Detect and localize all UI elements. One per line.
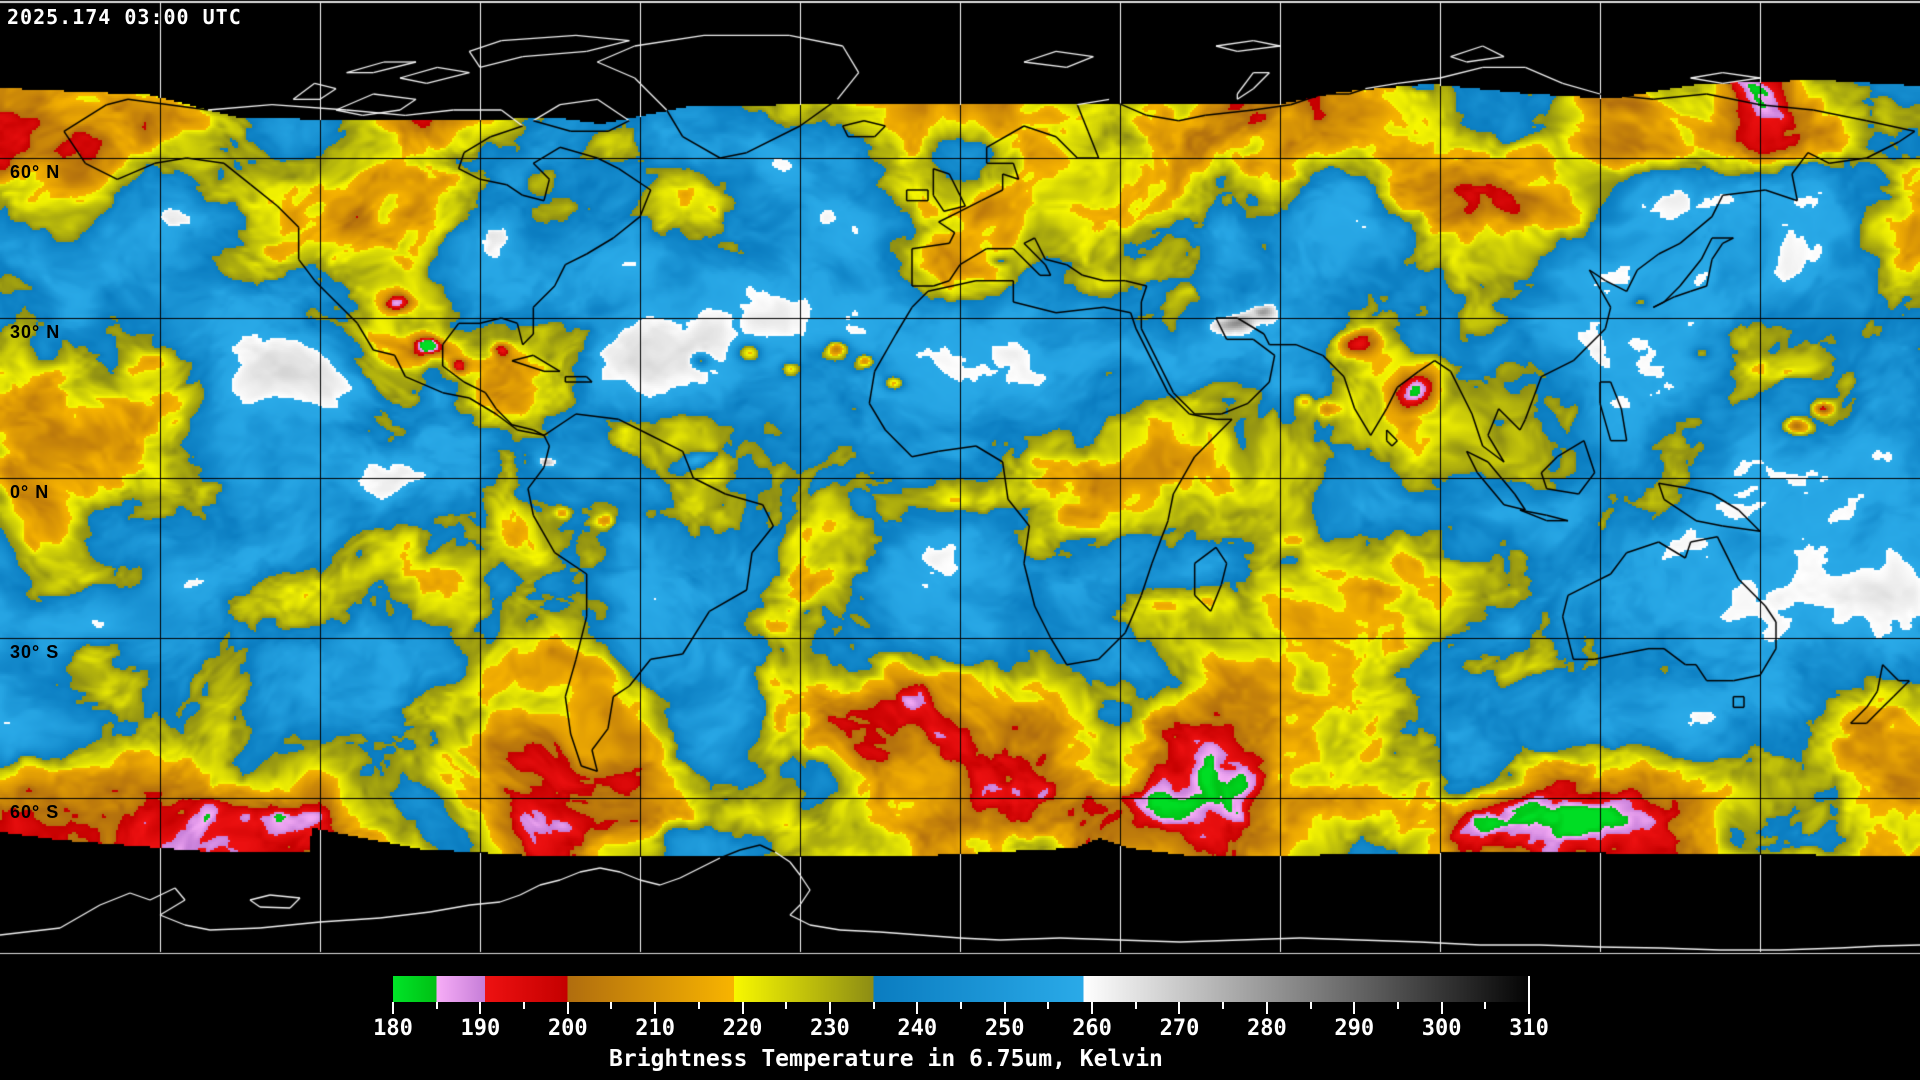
latitude-label: 30° N [10, 322, 61, 342]
colorbar-tick [828, 1002, 831, 1014]
colorbar-minor-tick [1134, 1002, 1137, 1009]
colorbar-tick-label: 260 [1072, 1016, 1112, 1041]
colorbar-minor-tick [1309, 1002, 1312, 1009]
colorbar-tick-label: 200 [547, 1016, 588, 1041]
colorbar-tick-label: 310 [1509, 1016, 1549, 1041]
colorbar-minor-tick [610, 1002, 613, 1009]
colorbar-title: Brightness Temperature in 6.75um, Kelvin [609, 1046, 1163, 1072]
colorbar-tick-label: 290 [1334, 1016, 1375, 1041]
colorbar-minor-tick [1222, 1002, 1225, 1009]
colorbar-tick [1003, 1002, 1006, 1014]
timestamp: 2025.174 03:00 UTC [7, 5, 242, 29]
colorbar-tick-label: 180 [373, 1016, 413, 1041]
colorbar-minor-tick [435, 1002, 438, 1009]
colorbar-minor-tick [960, 1002, 962, 1009]
colorbar-tick [479, 1002, 482, 1014]
latitude-label: 30° S [10, 642, 60, 662]
latitude-label: 60° S [10, 802, 60, 822]
colorbar-tick-label: 250 [984, 1016, 1025, 1041]
latitude-label: 0° N [10, 482, 50, 502]
colorbar-tick [654, 1002, 657, 1014]
latitude-label: 60° N [10, 162, 61, 182]
colorbar-minor-tick [872, 1002, 875, 1009]
colorbar-minor-tick [697, 1002, 700, 1009]
colorbar-tick-label: 210 [635, 1016, 676, 1041]
colorbar-minor-tick [523, 1002, 526, 1009]
colorbar-tick [1528, 976, 1530, 1014]
colorbar: 180 190 200 210 220 230 240 250 260 270 280 290 300 3… [0, 960, 1920, 1080]
colorbar-tick-label: 220 [722, 1016, 763, 1041]
colorbar-tick [1440, 1002, 1443, 1014]
colorbar-tick [392, 1002, 394, 1014]
colorbar-minor-tick [785, 1002, 788, 1009]
colorbar-minor-tick [1047, 1002, 1050, 1009]
colorbar-tick [1178, 1002, 1181, 1014]
colorbar-tick [741, 1002, 744, 1014]
colorbar-tick [566, 1002, 569, 1014]
colorbar-tick-label: 300 [1421, 1016, 1462, 1041]
colorbar-gradient [393, 976, 1529, 1002]
colorbar-tick [1091, 1002, 1094, 1014]
colorbar-tick-label: 230 [810, 1016, 850, 1041]
colorbar-tick [1353, 1002, 1356, 1014]
colorbar-tick [916, 1002, 919, 1014]
colorbar-tick-label: 280 [1246, 1016, 1287, 1041]
colorbar-tick-label: 240 [897, 1016, 938, 1041]
satellite-map-canvas [0, 0, 1920, 960]
colorbar-tick-label: 270 [1159, 1016, 1200, 1041]
colorbar-tick-label: 190 [460, 1016, 501, 1041]
colorbar-minor-tick [1484, 1002, 1487, 1009]
colorbar-minor-tick [1396, 1002, 1399, 1009]
colorbar-tick [1265, 1002, 1268, 1014]
